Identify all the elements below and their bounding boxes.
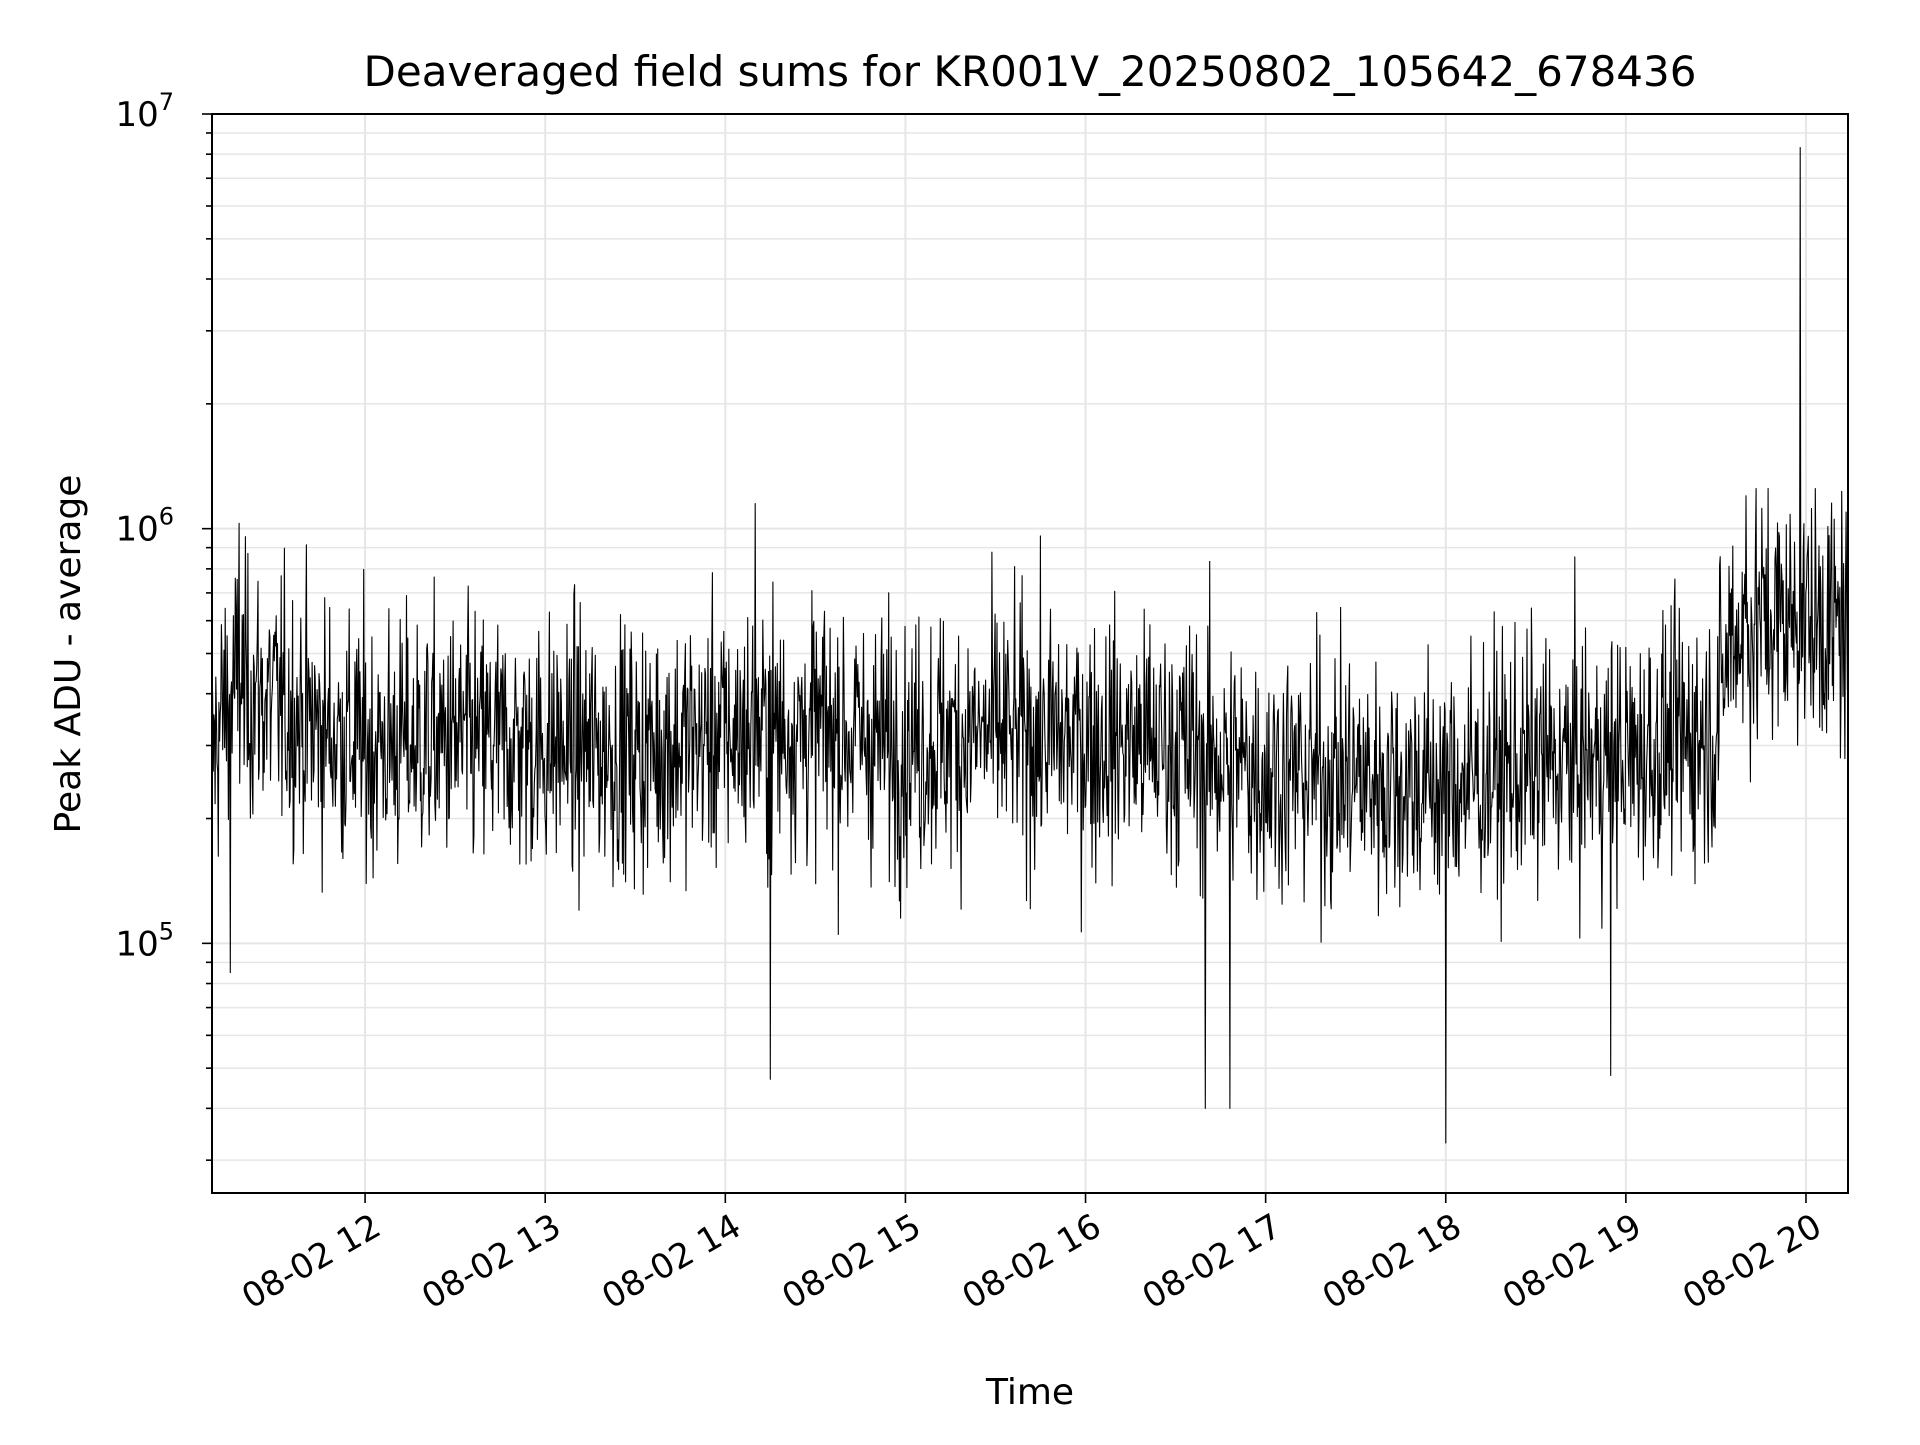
data-layer (211, 147, 1849, 1144)
chart-title: Deaveraged field sums for KR001V_2025080… (364, 47, 1697, 96)
series-line (211, 147, 1849, 1144)
x-tick-label: 08-02 14 (595, 1206, 747, 1317)
x-tick-label: 08-02 13 (415, 1206, 567, 1317)
y-axis-label: Peak ADU - average (48, 475, 89, 834)
y-tick-exponent: 5 (159, 917, 174, 945)
x-axis-label: Time (985, 1372, 1074, 1413)
y-tick-label: 107 (115, 88, 174, 135)
y-tick-base: 10 (115, 510, 158, 550)
x-tick-label: 08-02 17 (1136, 1206, 1288, 1317)
x-tick-label: 08-02 12 (235, 1206, 387, 1317)
y-tick-base: 10 (115, 95, 158, 135)
x-tick-label: 08-02 19 (1496, 1206, 1648, 1317)
y-tick-exponent: 7 (159, 88, 174, 116)
x-tick-label: 08-02 15 (776, 1206, 928, 1317)
y-tick-base: 10 (115, 924, 158, 964)
grid (212, 113, 1848, 1193)
x-tick-label: 08-02 16 (956, 1206, 1108, 1317)
x-tick-label: 08-02 18 (1316, 1206, 1468, 1317)
y-tick-exponent: 6 (159, 503, 174, 531)
y-tick-label: 105 (115, 917, 174, 964)
y-tick-label: 106 (115, 503, 174, 550)
x-tick-label: 08-02 20 (1676, 1206, 1828, 1317)
